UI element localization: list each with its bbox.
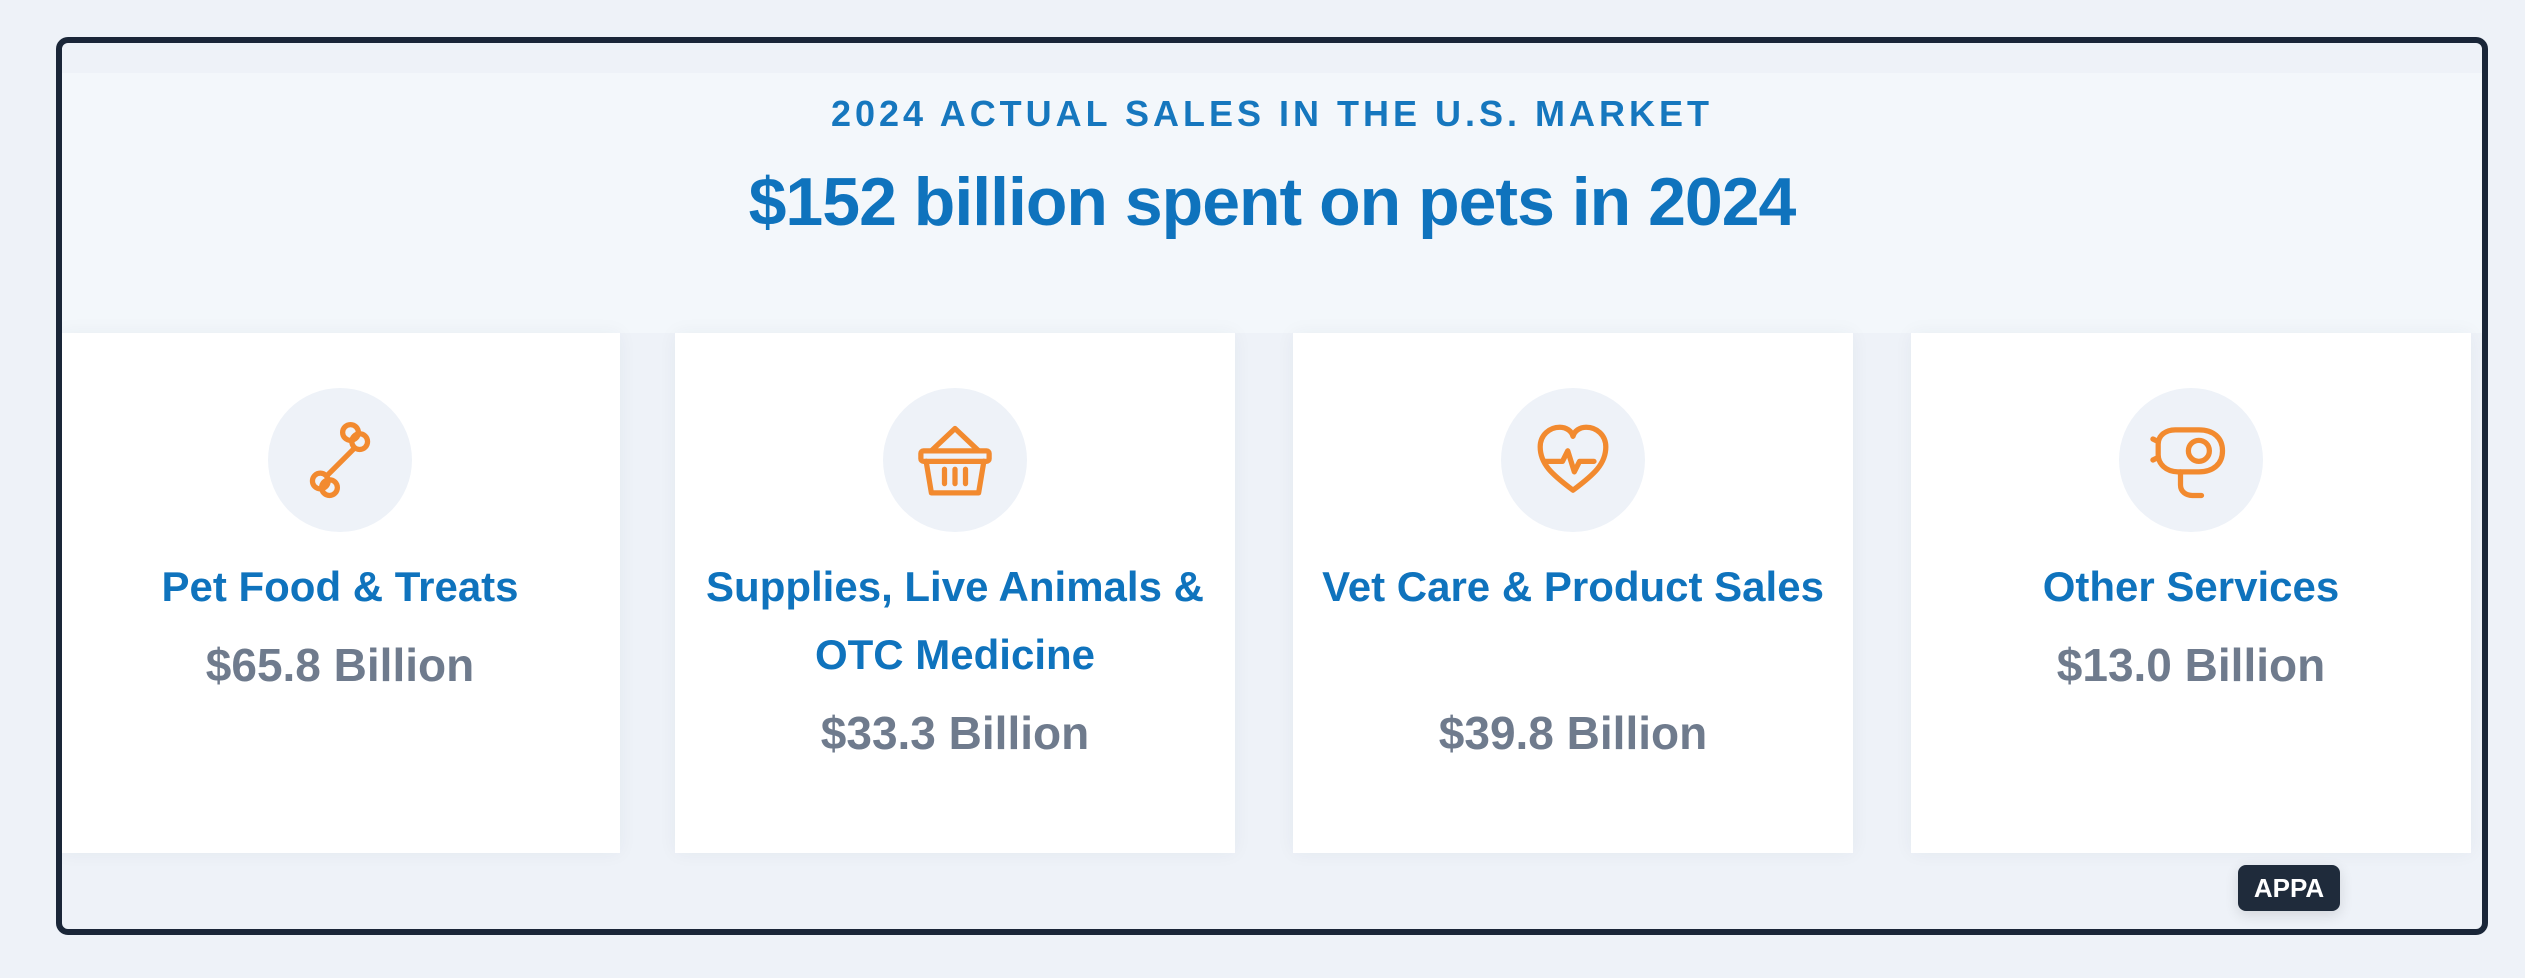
category-title: Other Services xyxy=(2042,563,2340,610)
header-band xyxy=(62,73,2482,333)
source-badge: APPA xyxy=(2238,865,2340,911)
heart-pulse-icon xyxy=(1501,388,1645,532)
category-title: Pet Food & Treats xyxy=(161,563,519,610)
category-value: $33.3 Billion xyxy=(820,707,1090,759)
category-card-vet-care: Vet Care & Product Sales $39.8 Billion xyxy=(1293,333,1853,853)
category-card-pet-food: Pet Food & Treats $65.8 Billion xyxy=(62,333,620,853)
section-kicker: 2024 ACTUAL SALES IN THE U.S. MARKET xyxy=(830,93,1714,134)
category-title: Vet Care & Product Sales xyxy=(1322,563,1824,610)
category-value: $65.8 Billion xyxy=(205,639,475,691)
hair-dryer-icon xyxy=(2119,388,2263,532)
bone-icon xyxy=(268,388,412,532)
category-title: Supplies, Live Animals & OTC Medicine xyxy=(706,563,1204,678)
category-card-supplies: Supplies, Live Animals & OTC Medicine $3… xyxy=(675,333,1235,853)
category-card-other-services: Other Services $13.0 Billion xyxy=(1911,333,2471,853)
basket-icon xyxy=(883,388,1027,532)
infographic-frame: 2024 ACTUAL SALES IN THE U.S. MARKET $15… xyxy=(56,37,2488,935)
category-value: $13.0 Billion xyxy=(2056,639,2326,691)
page-title: $152 billion spent on pets in 2024 xyxy=(748,164,1797,240)
category-value: $39.8 Billion xyxy=(1438,707,1708,759)
